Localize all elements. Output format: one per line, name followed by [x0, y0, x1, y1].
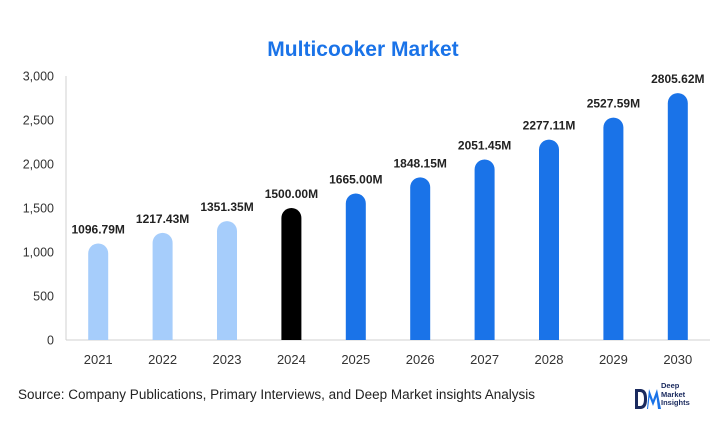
- bar: [281, 208, 302, 340]
- y-tick-label: 1,000: [23, 246, 54, 260]
- y-tick-label: 2,500: [23, 114, 54, 128]
- data-label: 1500.00M: [265, 187, 318, 201]
- x-tick-label: 2026: [406, 352, 435, 367]
- bar: [152, 232, 173, 340]
- data-label: 2277.11M: [523, 119, 576, 133]
- data-label: 1351.35M: [200, 200, 253, 214]
- source-note: Source: Company Publications, Primary In…: [18, 387, 535, 402]
- source-text: : Company Publications, Primary Intervie…: [60, 387, 535, 402]
- bar: [345, 193, 366, 340]
- x-tick-label: 2021: [84, 352, 113, 367]
- logo-mark-icon: [635, 389, 661, 409]
- x-tick-label: 2023: [213, 352, 242, 367]
- bar: [410, 177, 431, 340]
- data-label: 2527.59M: [587, 97, 640, 111]
- bar: [474, 159, 495, 340]
- y-tick-label: 1,500: [23, 202, 54, 216]
- x-tick-label: 2025: [341, 352, 370, 367]
- x-tick-label: 2028: [535, 352, 564, 367]
- bar: [667, 93, 688, 340]
- data-label: 1217.43M: [136, 212, 189, 226]
- y-tick-label: 0: [47, 334, 54, 348]
- bar: [88, 243, 109, 340]
- data-label: 1665.00M: [329, 172, 382, 186]
- bar: [603, 117, 624, 341]
- y-tick-label: 2,000: [23, 158, 54, 172]
- data-label: 1848.15M: [394, 156, 447, 170]
- bar: [539, 139, 559, 340]
- x-tick-label: 2027: [470, 352, 499, 367]
- source-label: Source: [18, 387, 61, 402]
- chart-title: Multicooker Market: [267, 38, 459, 61]
- data-label: 2051.45M: [458, 138, 511, 152]
- x-tick-label: 2022: [148, 352, 177, 367]
- x-tick-label: 2030: [663, 352, 692, 367]
- y-tick-label: 3,000: [23, 70, 54, 84]
- x-tick-label: 2024: [277, 352, 306, 367]
- bar: [217, 221, 237, 340]
- logo-text: Deep Market Insights: [661, 381, 690, 407]
- x-tick-label: 2029: [599, 352, 628, 367]
- data-label: 1096.79M: [72, 222, 125, 236]
- data-label: 2805.62M: [651, 72, 704, 86]
- company-logo: Deep Market Insights: [634, 380, 722, 416]
- y-tick-label: 500: [33, 290, 54, 304]
- bar-chart: 0 500 1,000 1,500 2,000 2,500 3,000 1096.79M 202…: [23, 70, 710, 367]
